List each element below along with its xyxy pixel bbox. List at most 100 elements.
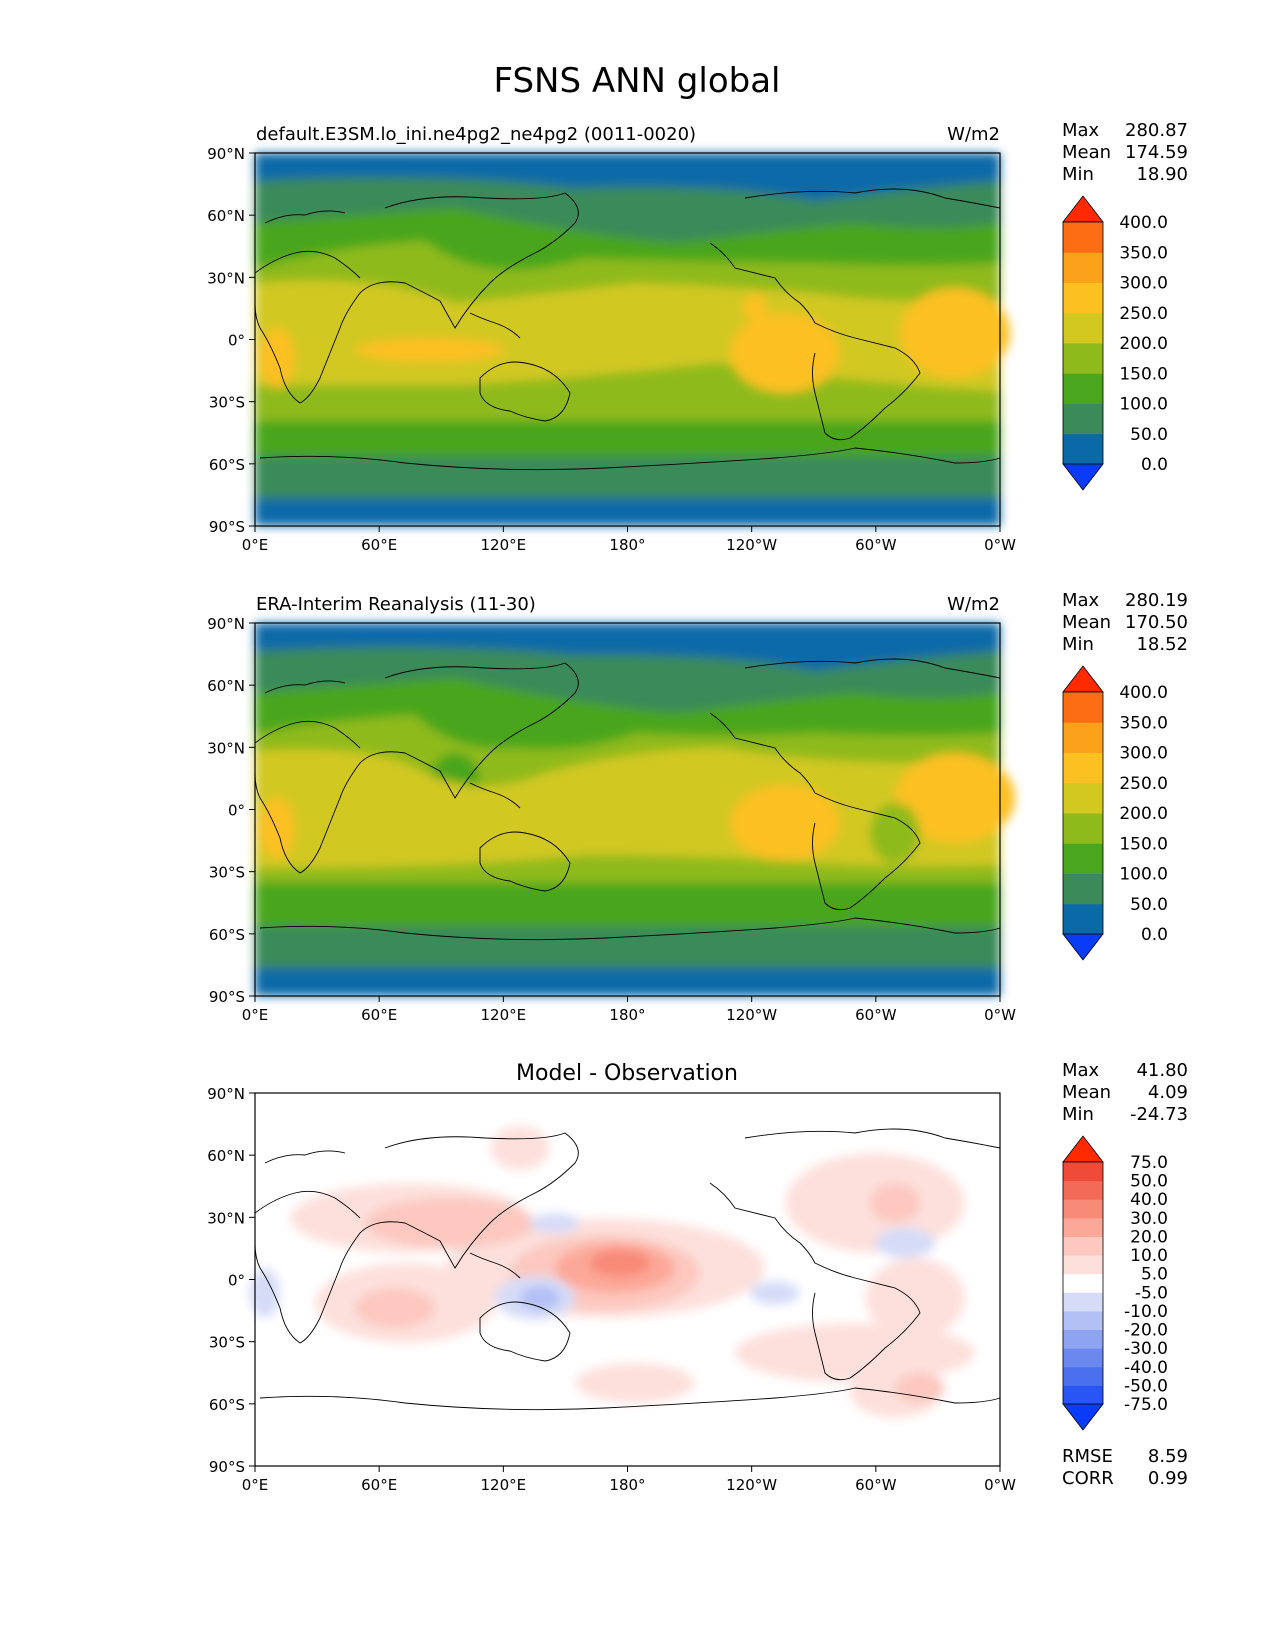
colorbar-segment [1063, 433, 1103, 465]
colorbar-over-extend [1062, 195, 1104, 223]
colorbar-label: 50.0 [1130, 895, 1168, 915]
lat-tick-label: 30°S [209, 1334, 245, 1352]
coastlines [254, 1128, 1001, 1411]
colorbar-segment [1063, 222, 1103, 253]
panel-left-title: default.E3SM.lo_ini.ne4pg2_ne4pg2 (0011-… [256, 124, 696, 145]
panel-observation: ERA-Interim Reanalysis (11-30) W/m2 90°N… [207, 590, 1188, 1024]
colorbar-under-extend [1062, 463, 1104, 491]
stats-block: Max 41.80 Mean 4.09 Min -24.73 [1062, 1060, 1188, 1125]
colorbar-label: 75.0 [1130, 1153, 1168, 1173]
colorbar-label: 200.0 [1119, 804, 1168, 824]
colorbar-segment [1063, 1162, 1103, 1182]
colorbar-label: 0.0 [1141, 455, 1168, 475]
lon-tick-label: 0°W [984, 536, 1016, 554]
stat-max-label: Max [1062, 120, 1100, 141]
lon-tick-label: 180° [609, 1476, 645, 1494]
lon-tick-label: 120°W [726, 1006, 777, 1024]
lat-tick-label: 30°N [207, 1209, 245, 1227]
lat-tick-label: 90°N [207, 145, 245, 163]
stat-mean-label: Mean [1062, 1082, 1111, 1103]
lat-tick-label: 0° [228, 802, 245, 820]
stat-mean-value: 4.09 [1148, 1082, 1188, 1103]
colorbar-label: 250.0 [1119, 774, 1168, 794]
colorbar-label: -40.0 [1124, 1358, 1168, 1378]
lon-tick-label: 60°E [361, 1476, 397, 1494]
stat-min-label: Min [1062, 634, 1094, 655]
colorbar-segment [1063, 873, 1103, 905]
lon-tick-label: 60°E [361, 1006, 397, 1024]
colorbar-segment [1063, 1310, 1103, 1331]
colorbar-over-extend [1062, 665, 1104, 693]
colorbar-segment [1063, 752, 1103, 784]
stat-max-label: Max [1062, 1060, 1100, 1081]
panel-difference: Model - Observation 90°N 60°N 30°N 0° 30°S 60… [207, 1060, 1188, 1494]
colorbar-segment [1063, 1217, 1103, 1237]
colorbar-label: 300.0 [1119, 274, 1168, 294]
lat-tick-label: 0° [228, 332, 245, 350]
colorbar-label: 400.0 [1119, 213, 1168, 233]
lat-axis: 90°N 60°N 30°N 0° 30°S 60°S 90°S [207, 615, 255, 1006]
stat-max-value: 280.87 [1125, 120, 1188, 141]
stat-min-label: Min [1062, 1104, 1094, 1125]
lat-tick-label: 60°S [209, 456, 245, 474]
lat-axis: 90°N 60°N 30°N 0° 30°S 60°S 90°S [207, 1085, 255, 1476]
stat-mean-value: 174.59 [1125, 142, 1188, 163]
panel-units: W/m2 [947, 124, 1000, 145]
colorbar-segment [1063, 1348, 1103, 1368]
panel-center-title: Model - Observation [516, 1061, 738, 1086]
colorbar-segment [1063, 1199, 1103, 1219]
colorbar: 400.0 350.0 300.0 250.0 200.0 150.0 100.0 50.0 0… [1062, 665, 1168, 961]
colorbar-segment [1063, 1236, 1103, 1256]
colorbar-segment [1063, 843, 1103, 874]
lon-tick-label: 0°W [984, 1006, 1016, 1024]
rmse-label: RMSE [1062, 1446, 1113, 1467]
colorbar-outline [1062, 691, 1104, 935]
lon-axis: 0°E 60°E 120°E 180° 120°W 60°W 0°W [242, 1466, 1016, 1494]
colorbar-segment [1063, 1292, 1103, 1312]
stat-min-value: 18.52 [1136, 634, 1188, 655]
lat-tick-label: 60°S [209, 1396, 245, 1414]
lat-tick-label: 90°S [209, 988, 245, 1006]
stat-max-label: Max [1062, 590, 1100, 611]
colorbar-over-extend [1062, 1135, 1104, 1163]
stat-mean-value: 170.50 [1125, 612, 1188, 633]
lon-tick-label: 120°E [481, 1006, 527, 1024]
lon-tick-label: 180° [609, 1006, 645, 1024]
stat-min-label: Min [1062, 164, 1094, 185]
lon-tick-label: 60°W [855, 536, 897, 554]
lon-tick-label: 0°W [984, 1476, 1016, 1494]
colorbar-label: 200.0 [1119, 334, 1168, 354]
map-field [255, 623, 1015, 996]
colorbar-label: -10.0 [1124, 1302, 1168, 1322]
lat-tick-label: 60°N [207, 677, 245, 695]
lon-tick-label: 120°E [481, 1476, 527, 1494]
colorbar-segment [1063, 813, 1103, 844]
colorbar-label: -75.0 [1124, 1395, 1168, 1415]
colorbar-label: 350.0 [1119, 243, 1168, 263]
figure-title: FSNS ANN global [494, 61, 781, 101]
lat-tick-label: 60°S [209, 926, 245, 944]
colorbar-outline [1062, 1161, 1104, 1405]
colorbar-segment [1063, 1273, 1103, 1293]
colorbar-label: 0.0 [1141, 925, 1168, 945]
colorbar-segment [1063, 252, 1103, 283]
colorbar-label: -5.0 [1135, 1283, 1168, 1303]
colorbar-label: 150.0 [1119, 834, 1168, 854]
colorbar-segment [1063, 1255, 1103, 1275]
colorbar-segment [1063, 782, 1103, 814]
lat-tick-label: 0° [228, 1272, 245, 1290]
colorbar-segment [1063, 343, 1103, 374]
colorbar-label: 350.0 [1119, 713, 1168, 733]
panel-model: default.E3SM.lo_ini.ne4pg2_ne4pg2 (0011-… [207, 120, 1188, 554]
lat-tick-label: 30°N [207, 269, 245, 287]
stat-min-value: -24.73 [1130, 1104, 1188, 1125]
colorbar-segment [1063, 1180, 1103, 1200]
lat-tick-label: 60°N [207, 1147, 245, 1165]
colorbar-label: 5.0 [1141, 1265, 1168, 1285]
corr-label: CORR [1062, 1468, 1114, 1489]
colorbar-segment [1063, 903, 1103, 935]
coastlines [254, 658, 1001, 941]
colorbar-label: -30.0 [1124, 1339, 1168, 1359]
stat-mean-label: Mean [1062, 612, 1111, 633]
